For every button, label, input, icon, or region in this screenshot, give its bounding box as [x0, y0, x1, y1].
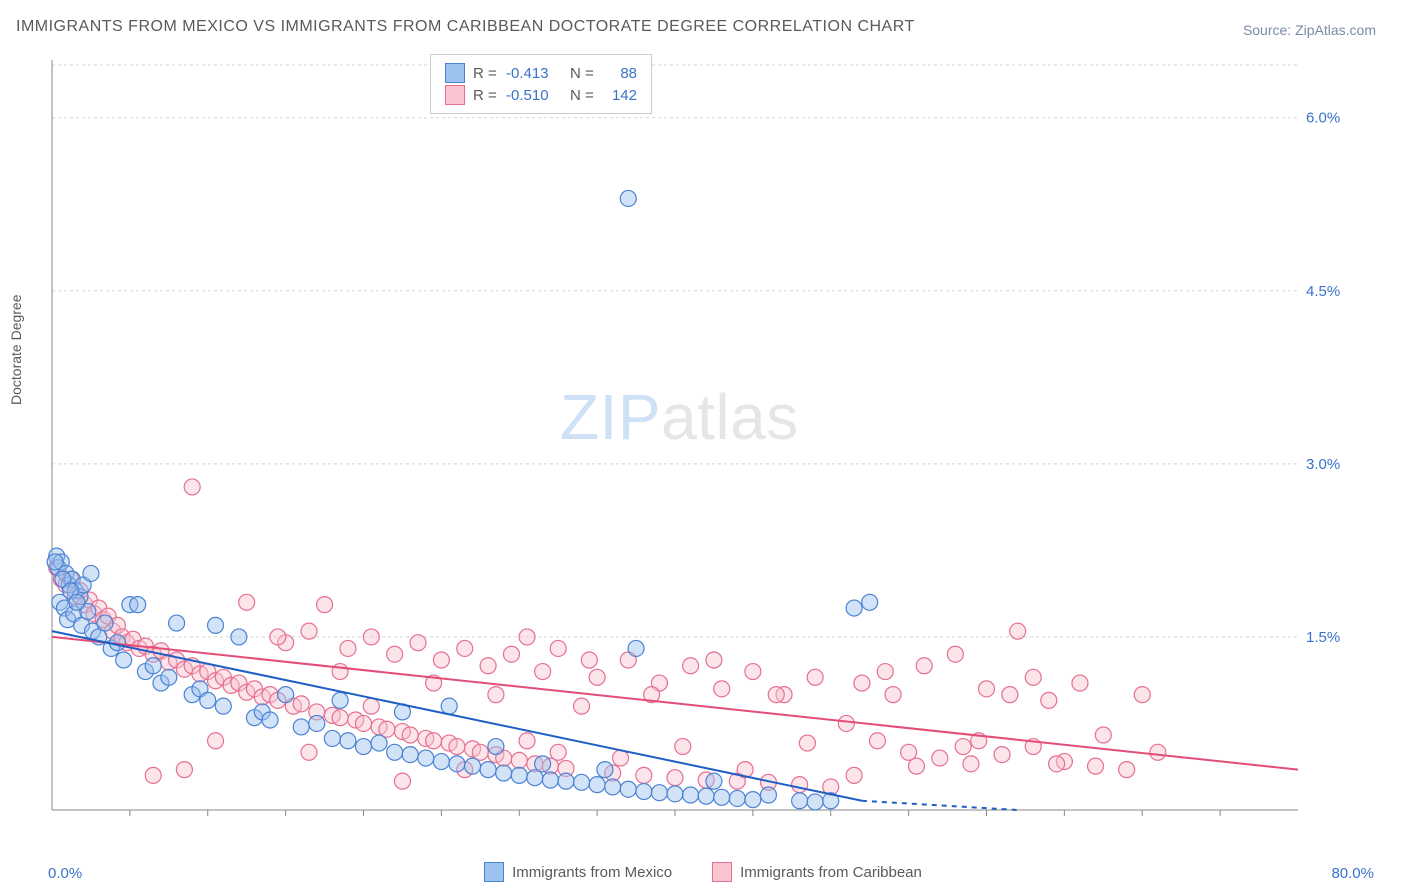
- stats-row-caribbean: R = -0.510 N = 142: [445, 85, 637, 105]
- svg-text:1.5%: 1.5%: [1306, 629, 1340, 646]
- r-label: R =: [473, 87, 498, 104]
- chart-plot-area: 1.5% 3.0% 4.5% 6.0%: [46, 50, 1342, 830]
- n-label: N =: [570, 87, 595, 104]
- scatter-chart: 1.5% 3.0% 4.5% 6.0%: [46, 50, 1342, 830]
- n-label: N =: [570, 65, 595, 82]
- r-label: R =: [473, 65, 498, 82]
- stats-row-mexico: R = -0.413 N = 88: [445, 63, 637, 83]
- legend-label-mexico: Immigrants from Mexico: [512, 864, 672, 881]
- swatch-caribbean: [445, 85, 465, 105]
- bottom-legend: Immigrants from Mexico Immigrants from C…: [0, 862, 1406, 882]
- swatch-caribbean: [712, 862, 732, 882]
- n-value-caribbean: 142: [603, 87, 637, 104]
- swatch-mexico: [484, 862, 504, 882]
- r-value-mexico: -0.413: [506, 65, 562, 82]
- legend-label-caribbean: Immigrants from Caribbean: [740, 864, 922, 881]
- source-label: Source: ZipAtlas.com: [1243, 22, 1376, 38]
- legend-item-mexico: Immigrants from Mexico: [484, 862, 672, 882]
- n-value-mexico: 88: [603, 65, 637, 82]
- r-value-caribbean: -0.510: [506, 87, 562, 104]
- swatch-mexico: [445, 63, 465, 83]
- svg-text:6.0%: 6.0%: [1306, 110, 1340, 127]
- svg-text:3.0%: 3.0%: [1306, 456, 1340, 473]
- chart-title: IMMIGRANTS FROM MEXICO VS IMMIGRANTS FRO…: [16, 18, 915, 36]
- svg-text:4.5%: 4.5%: [1306, 283, 1340, 300]
- stats-legend-box: R = -0.413 N = 88 R = -0.510 N = 142: [430, 54, 652, 114]
- legend-item-caribbean: Immigrants from Caribbean: [712, 862, 922, 882]
- y-axis-label: Doctorate Degree: [8, 294, 24, 405]
